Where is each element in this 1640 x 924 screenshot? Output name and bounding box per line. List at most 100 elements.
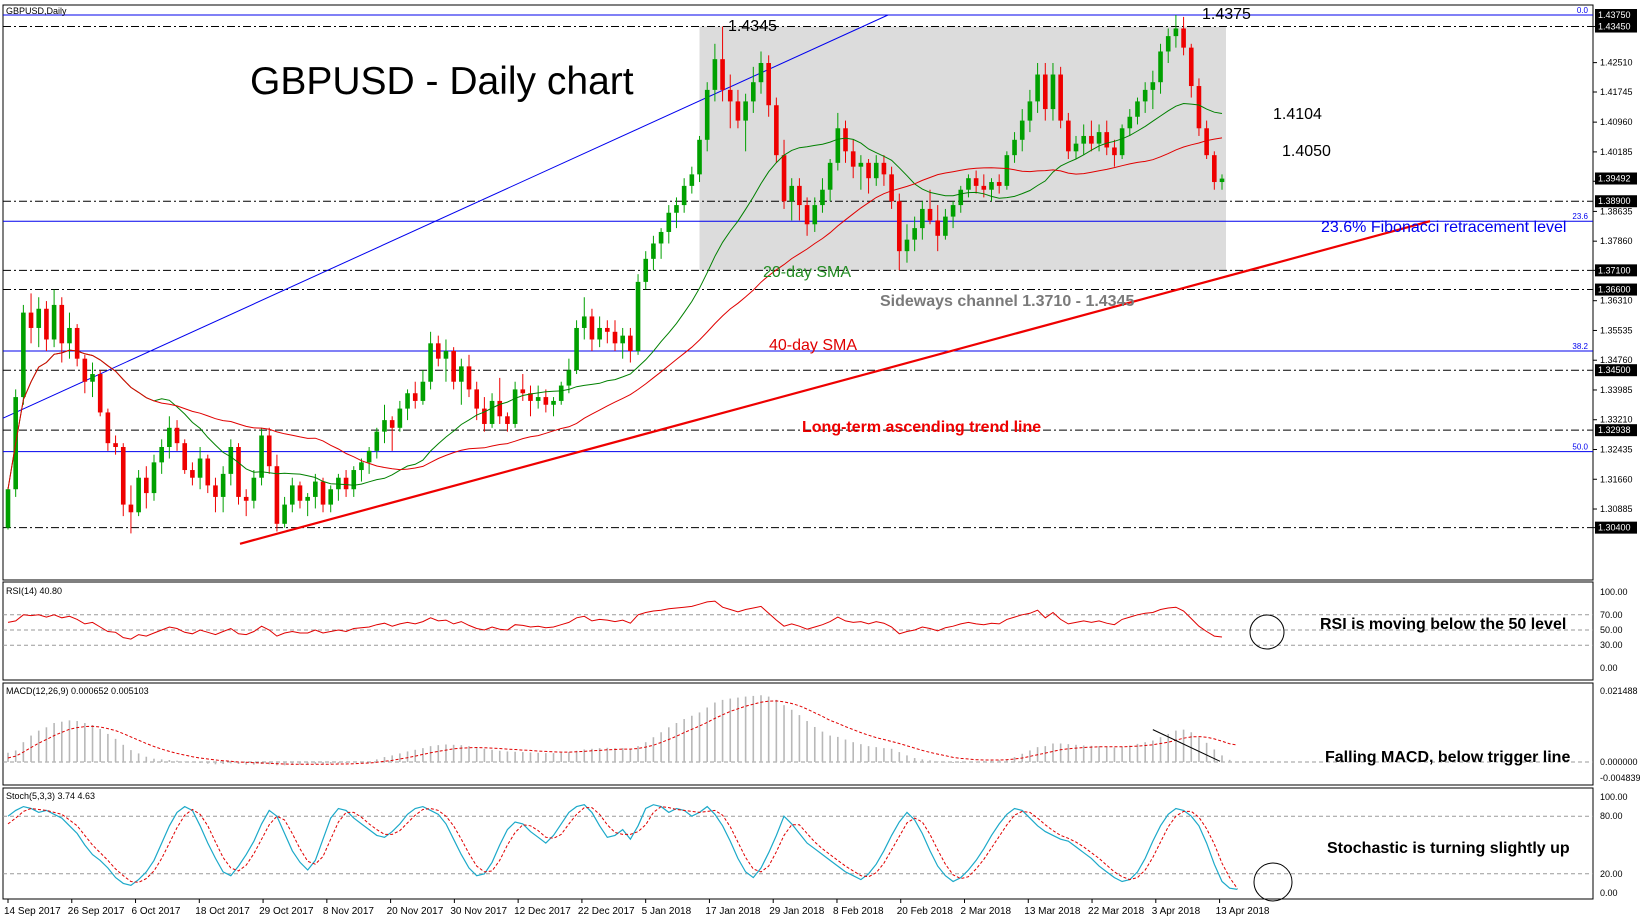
date-axis-label: 17 Jan 2018 [705,906,760,917]
candle-body [635,281,641,351]
candle-body [766,63,771,106]
candle-body [420,381,426,401]
candle-body [67,327,72,344]
macd-signal-line [7,700,1238,765]
candle-body [397,408,403,428]
candle-body [589,316,595,340]
price-axis-label: 1.37860 [1600,236,1633,246]
candle-body [497,400,503,417]
candle-body [812,205,818,225]
candle-body [981,185,987,190]
macd-header: MACD(12,26,9) 0.000652 0.005103 [6,686,149,696]
candle-body [973,178,979,186]
candle-body [881,162,887,175]
stoch-annotation: Stochastic is turning slightly up [1327,840,1570,857]
candle-body [1196,86,1202,129]
candle-body [927,208,933,221]
candle-body [674,205,679,213]
candle-body [343,477,349,490]
date-axis-label: 13 Mar 2018 [1024,906,1081,917]
candle-body [1019,120,1025,140]
candle-body [912,228,917,240]
price-panel-frame [2,4,1594,581]
candle-body [797,185,802,206]
chart-title: GBPUSD - Daily chart [250,60,634,103]
indicator-axis-label: 0.00 [1600,663,1618,673]
rsi-header: RSI(14) 40.80 [6,586,62,596]
price-level-badge [1595,9,1637,21]
candle-body [1104,132,1110,148]
price-level-badge-label: 1.32938 [1598,425,1631,435]
candle-body [374,431,380,451]
price-level-badge [1595,264,1637,277]
candle-body [136,477,141,513]
annotation-sma20: 20-day SMA [763,264,851,281]
candle-body [558,385,564,401]
candle-body [28,312,34,328]
candle-body [727,89,733,102]
indicator-axis-label: 20.00 [1600,869,1623,879]
price-axis-label: 1.32435 [1600,444,1633,454]
price-axis-label: 1.33985 [1600,385,1633,395]
date-axis-label: 5 Jan 2018 [642,906,692,917]
stoch-k-line [7,804,1238,890]
candle-body [351,470,357,490]
candle-body [643,258,649,282]
candle-body [1135,101,1140,117]
price-axis-label: 1.40185 [1600,147,1633,157]
candle-body [213,485,218,497]
candle-body [1050,74,1056,110]
candle-body [551,400,556,405]
indicator-axis-label: 30.00 [1600,640,1623,650]
candle-body [920,208,925,229]
price-level-badge-label: 1.34500 [1598,365,1631,375]
candle-body [305,496,310,501]
price-level-badge [1595,20,1637,33]
fibonacci-level-label: 0.0 [1577,6,1589,15]
price-level-badge [1595,283,1637,296]
candle-body [1212,155,1217,183]
annotation-level-1: 1.4104 [1273,106,1322,123]
rsi-line [7,600,1223,640]
date-axis-label: 14 Sep 2017 [4,906,61,917]
candle-body [120,447,126,505]
candle-body [689,174,695,186]
candle-body [520,389,526,394]
candle-body [282,504,287,524]
candle-body [113,443,118,447]
candle-body [704,89,710,140]
candle-body [412,393,418,401]
candle-body [159,447,164,463]
date-axis-label: 30 Nov 2017 [450,906,507,917]
blue-upper-trend-line [2,14,889,419]
candle-body [428,343,433,382]
candle-body [1219,178,1225,183]
candle-body [259,435,264,478]
candle-body [320,481,326,505]
price-level-badge-label: 1.30400 [1598,523,1631,533]
candle-body [1042,74,1048,110]
candle-body [505,416,510,424]
candle-body [543,397,549,405]
candle-body [843,128,848,152]
date-axis-label: 8 Feb 2018 [833,906,884,917]
candle-body [59,304,65,344]
candle-body [566,370,572,386]
price-axis-label: 1.34760 [1600,355,1633,365]
candle-body [720,59,725,90]
candle-body [197,458,203,478]
candle-body [482,408,487,424]
annotation-level-2: 1.4050 [1282,143,1331,160]
candle-body [858,162,864,167]
rsi-annotation: RSI is moving below the 50 level [1320,616,1566,633]
candle-body [328,489,334,505]
candle-body [681,185,687,206]
candle-body [820,189,825,206]
candle-body [904,239,910,252]
candle-body [389,420,395,428]
candle-body [82,358,88,382]
indicator-axis-label: 0.021488 [1600,686,1638,696]
indicator-axis-label: 50.00 [1600,625,1623,635]
candle-body [943,216,948,236]
